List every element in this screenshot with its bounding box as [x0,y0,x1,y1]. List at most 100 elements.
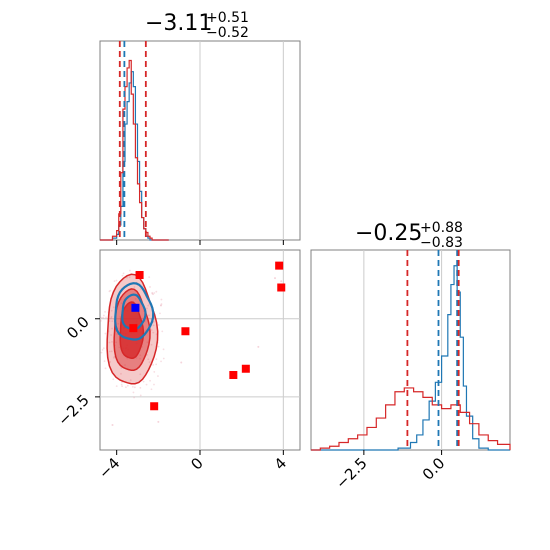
estimate-marker [129,324,138,333]
sample-dot [148,276,151,279]
sample-dot [126,357,129,360]
title-param-1: −3.11 +0.51 −0.52 [145,10,249,41]
sample-dot [100,351,103,354]
sample-dot [112,356,115,359]
sample-dot [125,386,127,389]
histogram-1 [100,41,169,241]
sample-dot [150,329,153,331]
sample-dot [150,343,153,346]
sample-dot [102,316,105,319]
sample-dot [139,386,142,389]
sample-dot [108,341,111,344]
sample-dot [104,310,106,313]
sample-dot [116,333,119,335]
panel-bottom-right [310,249,511,451]
sample-dot [146,341,149,344]
sample-dot [155,363,158,366]
sample-dot [111,320,114,323]
sample-dot [112,306,115,309]
blue-contour-level-2 [121,293,147,331]
sample-dot [139,354,142,357]
sample-dot [139,373,142,376]
sample-dot [151,292,154,295]
x-tick-label: −4 [95,454,123,482]
sample-dot [111,327,113,330]
x-tick-label: 0 [187,454,206,473]
sample-dot [152,321,155,323]
sample-dot [120,383,123,386]
sample-dot [109,361,112,363]
sample-dot [133,286,136,288]
sample-dot [159,312,161,315]
sample-dot [180,361,183,364]
sample-dot [122,272,125,275]
sample-dot [148,361,151,364]
sample-dot [162,348,165,351]
sample-dot [102,314,105,317]
sample-dot [257,345,260,348]
sample-dot [157,375,159,377]
title-param-2: −0.25 +0.88 −0.83 [355,220,463,251]
title-param-2-lower: −0.83 [420,235,463,251]
sample-dot [142,380,145,383]
estimate-marker [229,371,238,379]
sample-dot [274,277,276,280]
sample-dot [153,292,156,294]
sample-dot [139,357,142,360]
sample-dot [133,396,136,399]
sample-dot [104,367,107,370]
sample-dot [121,274,124,277]
sample-dot [120,372,122,375]
sample-dot [115,385,118,388]
sample-dot [101,348,104,351]
sample-dot [103,360,106,363]
title-param-1-value: −3.11 [145,11,212,36]
estimate-marker [135,271,144,279]
sample-dot [134,298,137,300]
truth-marker [131,303,140,312]
sample-dot [105,316,107,319]
sample-dot [157,324,160,326]
sample-dot [102,347,105,350]
title-param-2-upper: +0.88 [420,220,463,236]
sample-dot [139,288,142,290]
sample-dot [108,350,111,353]
sample-dot [160,303,163,305]
sample-dot [124,364,126,366]
estimate-marker [277,283,286,292]
histogram-series-2 [311,387,511,451]
sample-dot [110,309,113,312]
sample-dot [139,394,142,397]
histogram-2 [311,250,511,451]
sample-dot [160,298,163,301]
sample-dot [117,322,120,325]
sample-dot [99,319,102,322]
title-param-1-upper: +0.51 [206,10,249,26]
sample-dot [280,280,283,283]
sample-dot [152,364,155,366]
sample-dot [115,341,118,344]
sample-dot [121,385,124,388]
sample-dot [153,371,156,373]
sample-dot [155,358,158,361]
sample-dot [146,307,148,310]
sample-dot [113,280,116,283]
joint-contours [106,273,159,385]
sample-dot [135,356,138,359]
sample-dot [126,384,129,387]
histogram-1-grid [199,41,284,240]
estimate-marker [181,327,190,336]
sample-dot [118,346,121,349]
sample-dot [162,357,165,360]
sample-dot [152,331,155,334]
sample-dot [128,276,131,279]
sample-dot [113,355,116,358]
sample-dot [111,424,114,426]
y-tick-label: −2.5 [54,391,92,429]
estimate-marker [241,364,250,373]
sample-dot [149,286,151,288]
sample-dot [120,367,123,369]
blue-contour-level-1 [114,282,155,341]
sample-dot [108,290,111,293]
sample-dot [153,383,155,386]
